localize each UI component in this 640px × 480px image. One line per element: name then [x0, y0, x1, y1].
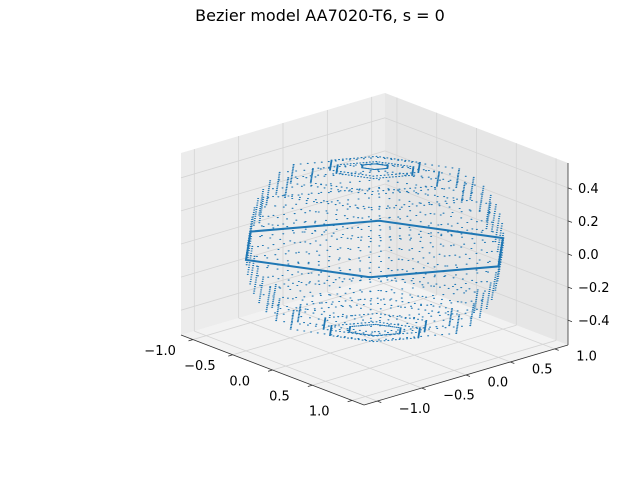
- z-tick-label: 0.4: [578, 182, 599, 197]
- grid-line-z: [384, 249, 569, 321]
- x-tick-mark: [188, 339, 194, 342]
- y-tick-label: 0.0: [488, 376, 509, 391]
- z-tick-mark: [567, 253, 573, 256]
- z-tick-mark: [567, 319, 573, 323]
- x-tick-label: −1.0: [144, 344, 176, 359]
- grid-line-y: [238, 317, 422, 389]
- x-tick-label: −0.5: [184, 359, 216, 374]
- y-tick-mark: [377, 400, 382, 403]
- x-tick-mark: [347, 400, 353, 403]
- y-tick-mark: [554, 348, 559, 351]
- x-tick-label: 0.0: [229, 374, 250, 389]
- x-tick-mark: [307, 384, 313, 387]
- y-tick-mark: [465, 374, 471, 377]
- chart-title: Bezier model AA7020-T6, s = 0: [195, 6, 445, 25]
- grid-lines: [180, 96, 569, 402]
- grid-line-z: [180, 216, 386, 278]
- grid-line-z: [180, 183, 386, 245]
- surface-outline: [244, 219, 505, 279]
- tick-labels: −1.0 −0.5 0.0 0.5 1.0 −1.0 −0.5 0.0 0.5 1.0 −0.4 −0…: [144, 182, 609, 420]
- data-points: [244, 155, 505, 343]
- x-tick-label: 1.0: [309, 405, 330, 420]
- y-tick-label: 0.5: [532, 363, 553, 378]
- grid-line-y: [327, 291, 511, 363]
- grid-line-z: [384, 183, 569, 255]
- z-tick-label: 0.2: [578, 215, 599, 230]
- z-tick-label: −0.2: [578, 281, 610, 296]
- grid-line-z: [384, 117, 569, 189]
- y-tick-mark: [510, 361, 515, 364]
- grid-line-z: [180, 150, 386, 212]
- grid-line-y: [194, 330, 378, 402]
- y-tick-label: −0.5: [443, 389, 475, 404]
- grid-line-z: [180, 117, 386, 179]
- grid-line-y: [282, 304, 467, 376]
- grid-line-y: [371, 278, 555, 350]
- x-tick-mark: [228, 354, 233, 357]
- y-tick-mark: [421, 387, 426, 390]
- grid-line-z: [384, 216, 569, 288]
- y-tick-label: −1.0: [399, 402, 431, 417]
- y-tick-label: 1.0: [576, 350, 597, 365]
- z-tick-label: −0.4: [578, 314, 610, 329]
- x-tick-mark: [267, 369, 273, 372]
- grid-line-z: [384, 150, 569, 222]
- z-tick-mark: [567, 286, 573, 289]
- x-tick-label: 0.5: [269, 390, 290, 405]
- z-tick-mark: [567, 187, 573, 190]
- z-tick-mark: [567, 220, 573, 223]
- z-tick-label: 0.0: [578, 248, 599, 263]
- grid-line-z: [180, 249, 386, 311]
